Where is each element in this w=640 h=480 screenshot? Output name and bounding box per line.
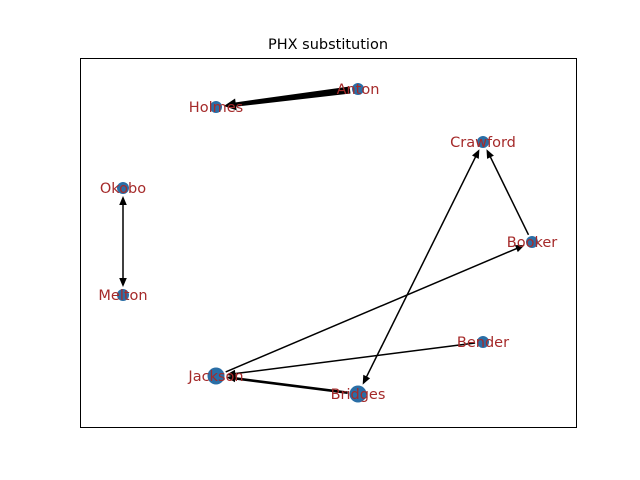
node-label-bridges: Bridges <box>331 387 386 403</box>
arrowhead <box>514 245 525 253</box>
node-label-okobo: Okobo <box>100 181 146 197</box>
edge-line <box>233 342 476 375</box>
edge-bridges-jackson <box>226 374 348 394</box>
node-melton <box>117 289 129 301</box>
node-crawford <box>477 136 489 148</box>
node-bender <box>477 336 489 348</box>
node-label-holmes: Holmes <box>189 100 243 116</box>
node-label-melton: Melton <box>98 288 147 304</box>
node-okobo <box>117 182 129 194</box>
arrowhead <box>472 149 480 159</box>
node-holmes <box>210 101 222 113</box>
node-bridges <box>349 385 367 403</box>
node-anton <box>352 83 364 95</box>
edges-layer <box>119 86 530 394</box>
node-label-booker: Booker <box>507 235 557 251</box>
node-label-anton: Anton <box>337 82 380 98</box>
edge-line <box>365 155 477 379</box>
arrowhead <box>119 278 127 287</box>
edge-bridges-crawford <box>362 149 480 385</box>
arrowhead <box>226 374 236 383</box>
nodes-layer <box>117 83 538 403</box>
node-booker <box>526 236 538 248</box>
edge-okobo-melton <box>119 196 127 287</box>
edge-booker-crawford <box>486 149 530 236</box>
node-label-bender: Bender <box>457 335 509 351</box>
arrowhead <box>362 374 371 385</box>
edge-jackson-booker <box>225 245 525 373</box>
edge-line <box>225 247 519 373</box>
edge-line <box>233 376 348 394</box>
edge-line <box>489 155 530 236</box>
node-jackson <box>207 367 225 385</box>
plot-frame <box>80 58 577 428</box>
arrowhead <box>486 149 494 159</box>
node-label-crawford: Crawford <box>450 135 516 151</box>
arrowhead <box>223 98 237 111</box>
edge-line <box>233 86 351 107</box>
figure-title: PHX substitution <box>268 37 388 53</box>
node-label-jackson: Jackson <box>187 369 243 385</box>
labels-layer: Anton Holmes Crawford Okobo Booker Melton Bend… <box>98 82 557 403</box>
arrowhead <box>119 196 127 205</box>
edge-anton-holmes <box>223 86 351 111</box>
